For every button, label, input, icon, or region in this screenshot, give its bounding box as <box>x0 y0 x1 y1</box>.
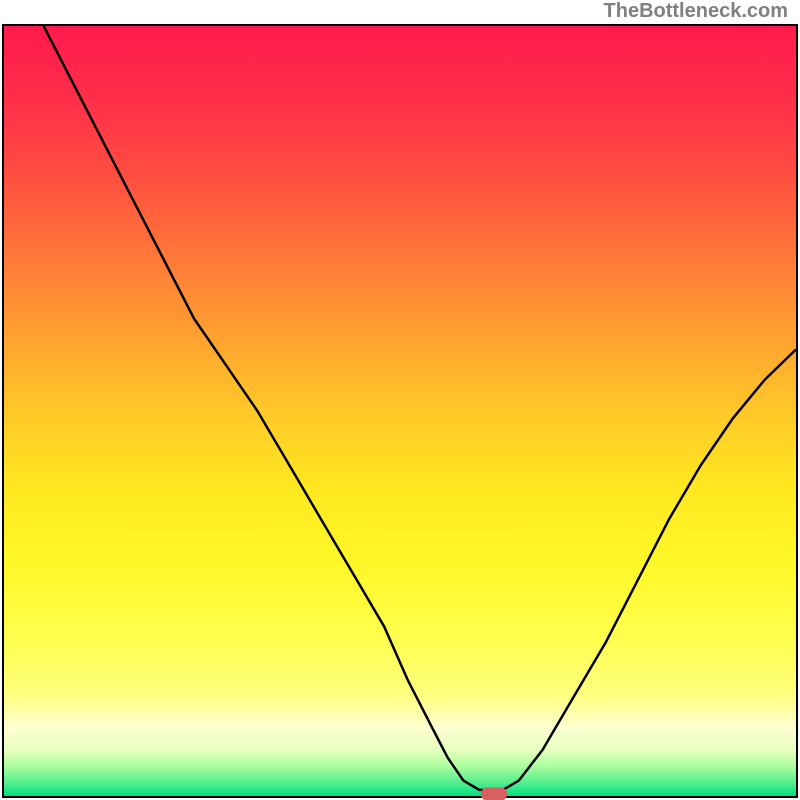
chart-frame <box>2 24 798 798</box>
watermark-text: TheBottleneck.com <box>604 0 788 23</box>
optimal-marker <box>481 787 507 800</box>
gradient-background <box>4 26 796 796</box>
